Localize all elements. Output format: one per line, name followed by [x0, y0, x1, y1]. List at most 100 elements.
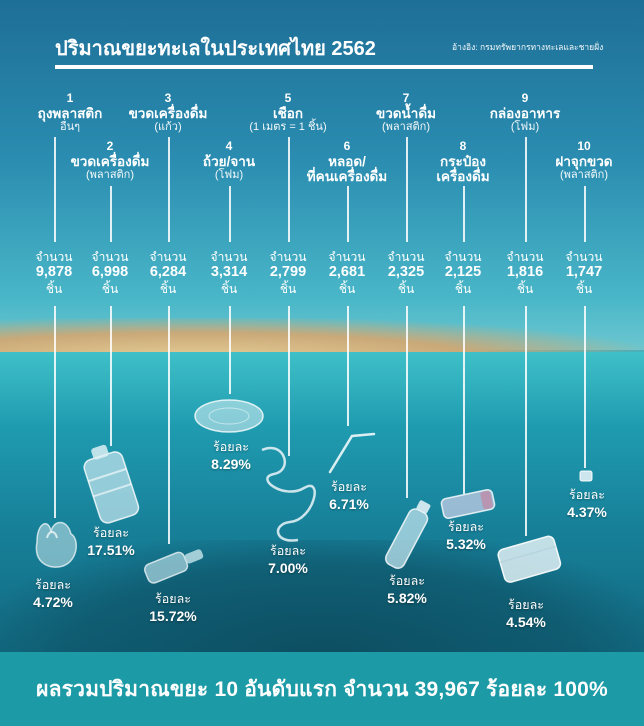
foam-food-box-icon: [497, 535, 562, 583]
water-bottle-icon: [384, 500, 431, 569]
leader-line: [168, 137, 170, 242]
percent-9: ร้อยละ 4.54%: [491, 598, 561, 631]
percent-value: 5.32%: [446, 535, 486, 552]
percent-label: ร้อยละ: [331, 480, 367, 494]
percent-label: ร้อยละ: [569, 488, 605, 502]
leader-line: [229, 306, 231, 394]
count-value: 6,998: [91, 264, 129, 281]
plastic-bag-icon: [35, 521, 77, 568]
category-rank: 10: [577, 139, 591, 153]
count-value: 1,747: [565, 264, 603, 281]
leader-line: [288, 137, 290, 242]
count-label: จำนวน: [328, 250, 366, 264]
count-1: จำนวน 9,878 ชิ้น: [24, 250, 84, 296]
category-sub: อื่นๆ: [59, 121, 81, 134]
count-6: จำนวน 2,681 ชิ้น: [317, 250, 377, 296]
leader-line: [525, 306, 527, 536]
leader-line: [288, 306, 290, 456]
category-rank: 8: [459, 139, 467, 153]
count-value: 2,681: [328, 264, 366, 281]
category-sub: (พลาสติก): [85, 169, 134, 182]
leader-line: [525, 137, 527, 242]
percent-label: ร้อยละ: [270, 544, 306, 558]
category-name-line2: เครื่องดื่ม: [436, 169, 490, 185]
title-divider: [55, 65, 593, 69]
count-unit: ชิ้น: [159, 281, 177, 296]
plastic-bottle-icon: [83, 444, 140, 524]
percent-label: ร้อยละ: [213, 440, 249, 454]
glass-bottle-icon: [143, 549, 204, 584]
category-rank: 5: [284, 91, 292, 105]
count-7: จำนวน 2,325 ชิ้น: [376, 250, 436, 296]
leader-line: [54, 306, 56, 518]
straw-icon: [328, 432, 376, 474]
leader-line: [463, 306, 465, 494]
category-name: ขวดน้ำดื่ม: [375, 105, 437, 121]
count-value: 3,314: [210, 264, 248, 281]
count-label: จำนวน: [506, 250, 544, 264]
category-name: ถ้วย/จาน: [202, 153, 256, 169]
count-value: 2,325: [387, 264, 425, 281]
count-unit: ชิ้น: [45, 281, 63, 296]
rope-icon: [261, 446, 316, 542]
count-unit: ชิ้น: [454, 281, 472, 296]
count-unit: ชิ้น: [397, 281, 415, 296]
percent-1: ร้อยละ 4.72%: [18, 578, 88, 611]
count-8: จำนวน 2,125 ชิ้น: [433, 250, 493, 296]
summary-banner: ผลรวมปริมาณขยะ 10 อันดับแรก จำนวน 39,967…: [0, 652, 644, 726]
percent-label: ร้อยละ: [35, 578, 71, 592]
count-10: จำนวน 1,747 ชิ้น: [554, 250, 614, 296]
category-3-header: 3 ขวดเครื่องดื่ม (แก้ว): [108, 91, 228, 134]
leader-line: [584, 306, 586, 468]
leader-line: [406, 306, 408, 498]
count-value: 1,816: [506, 264, 544, 281]
count-unit: ชิ้น: [575, 281, 593, 296]
category-5-header: 5 เชือก (1 เมตร = 1 ชิ้น): [228, 91, 348, 134]
category-name-line2: ที่คนเครื่องดื่ม: [306, 169, 388, 185]
count-5: จำนวน 2,799 ชิ้น: [258, 250, 318, 296]
leader-line: [110, 306, 112, 446]
percent-2: ร้อยละ 17.51%: [76, 526, 146, 559]
category-sub: (พลาสติก): [559, 169, 608, 182]
percent-value: 4.72%: [33, 593, 73, 610]
category-rank: 1: [66, 91, 74, 105]
category-rank: 7: [402, 91, 410, 105]
percent-label: ร้อยละ: [389, 574, 425, 588]
leader-line: [110, 186, 112, 242]
category-name: ฝาจุกขวด: [555, 153, 613, 169]
count-label: จำนวน: [35, 250, 73, 264]
category-4-header: 4 ถ้วย/จาน (โฟม): [169, 139, 289, 182]
count-unit: ชิ้น: [220, 281, 238, 296]
leader-line: [168, 306, 170, 544]
percent-label: ร้อยละ: [155, 592, 191, 606]
category-sub: (1 เมตร = 1 ชิ้น): [249, 121, 327, 134]
foam-plate-icon: [194, 399, 264, 433]
count-unit: ชิ้น: [338, 281, 356, 296]
percent-value: 7.00%: [268, 559, 308, 576]
count-value: 2,799: [269, 264, 307, 281]
category-rank: 3: [164, 91, 172, 105]
category-sub: (พลาสติก): [381, 121, 430, 134]
percent-8: ร้อยละ 5.32%: [431, 520, 501, 553]
count-9: จำนวน 1,816 ชิ้น: [495, 250, 555, 296]
percent-label: ร้อยละ: [93, 526, 129, 540]
sky-background: [0, 0, 644, 350]
percent-value: 15.72%: [149, 607, 197, 624]
category-sub: (โฟม): [214, 169, 244, 182]
percent-value: 5.82%: [387, 589, 427, 606]
count-label: จำนวน: [149, 250, 187, 264]
count-unit: ชิ้น: [279, 281, 297, 296]
category-name: ถุงพลาสติก: [37, 105, 103, 121]
percent-7: ร้อยละ 5.82%: [372, 574, 442, 607]
percent-value: 6.71%: [329, 495, 369, 512]
category-name: กล่องอาหาร: [489, 105, 561, 121]
category-9-header: 9 กล่องอาหาร (โฟม): [465, 91, 585, 134]
category-6-header: 6 หลอด/ ที่คนเครื่องดื่ม: [287, 139, 407, 185]
category-rank: 9: [521, 91, 529, 105]
leader-line: [229, 186, 231, 242]
leader-line: [347, 306, 349, 426]
count-4: จำนวน 3,314 ชิ้น: [199, 250, 259, 296]
beverage-can-icon: [440, 488, 496, 520]
count-label: จำนวน: [565, 250, 603, 264]
percent-4: ร้อยละ 8.29%: [196, 440, 266, 473]
